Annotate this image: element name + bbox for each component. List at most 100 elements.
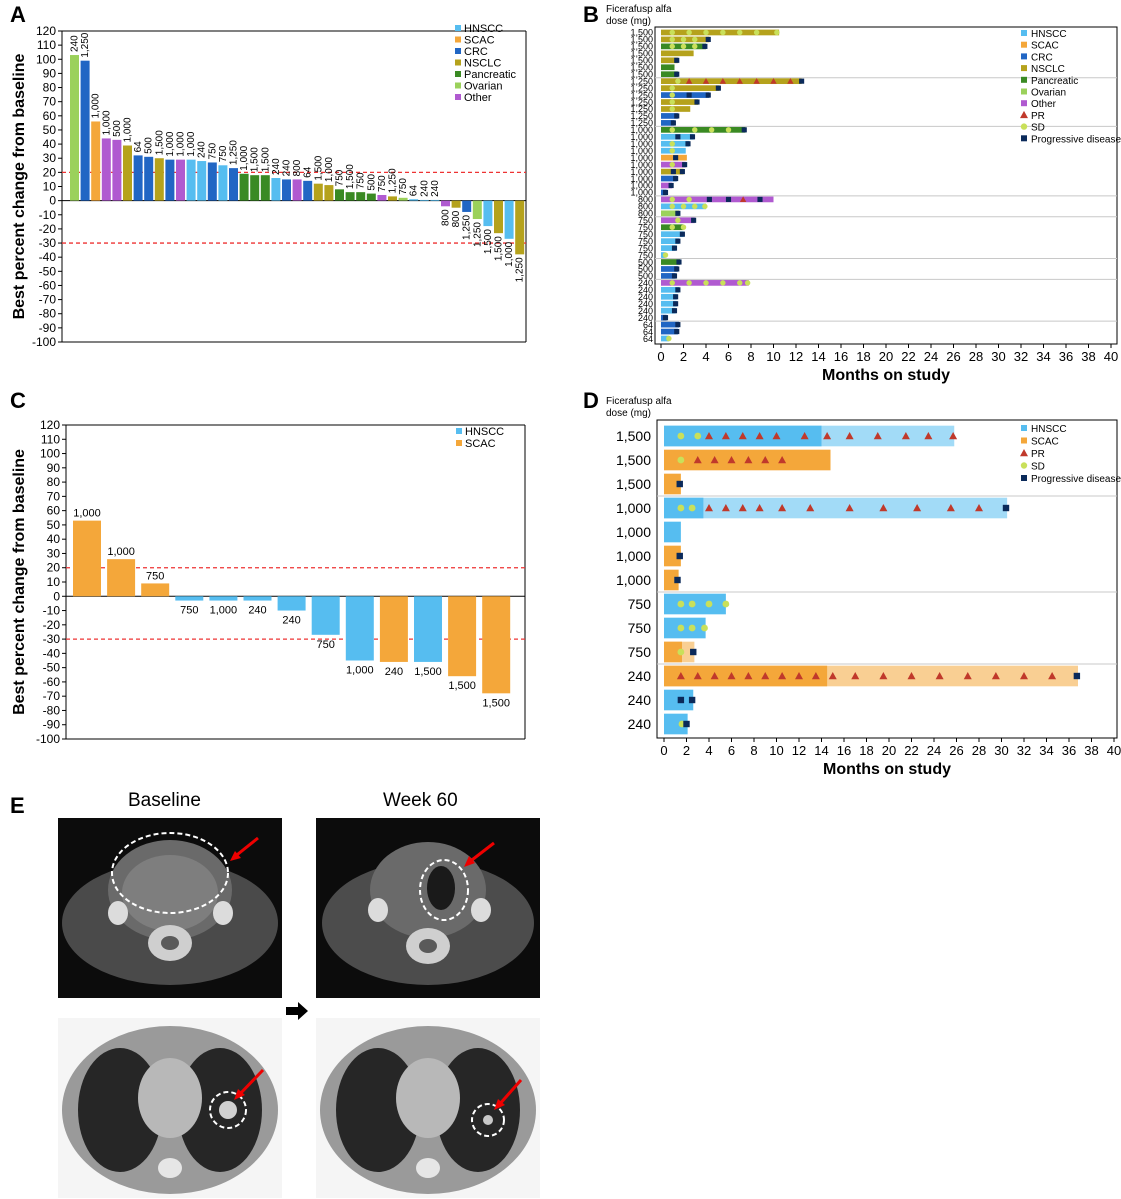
b-row-dose-label: 500 <box>638 271 653 281</box>
c-y-tick-label: 100 <box>40 447 60 461</box>
b-sd-marker <box>680 224 687 230</box>
d-x-tick-label: 24 <box>927 743 941 758</box>
b-x-tick-label: 34 <box>1036 349 1050 364</box>
d-pr-marker <box>727 672 736 680</box>
a-legend-label-nsclc: NSCLC <box>464 58 501 70</box>
b-sd-marker <box>708 127 715 133</box>
b-x-tick-label: 36 <box>1059 349 1073 364</box>
d-pr-marker <box>879 672 888 680</box>
c-bar-dose-label: 1,000 <box>346 665 374 677</box>
a-bar-dose-label: 240 <box>282 159 293 176</box>
d-x-tick-label: 12 <box>792 743 806 758</box>
c-bar-hnscc <box>345 596 374 661</box>
d-x-tick-label: 20 <box>882 743 896 758</box>
b-x-tick-label: 22 <box>901 349 915 364</box>
a-legend-label-scac: SCAC <box>464 35 495 47</box>
d-swim-bar-hnscc <box>664 521 681 543</box>
d-sd-marker <box>688 600 696 608</box>
b-pd-marker <box>673 175 679 182</box>
d-pr-marker <box>873 432 882 440</box>
b-x-tick-label: 10 <box>766 349 780 364</box>
d-sd-marker <box>701 624 708 632</box>
a-bar-other <box>441 200 450 207</box>
b-x-tick-label: 2 <box>680 349 687 364</box>
c-bar-dose-label: 1,500 <box>448 680 476 692</box>
a-bar-other <box>101 138 111 201</box>
b-sd-marker <box>669 106 675 112</box>
b-swim-bar-hnscc <box>661 293 677 300</box>
b-x-tick-label: 28 <box>969 349 983 364</box>
b-swim-bar-nsclc <box>661 78 802 85</box>
d-pr-marker <box>778 456 787 464</box>
b-row-dose-label: 1,500 <box>630 28 653 38</box>
b-sd-marker <box>675 78 681 84</box>
b-legend-pd-swatch <box>1021 135 1027 142</box>
d-row-dose-label: 1,000 <box>616 572 651 588</box>
d-pr-marker <box>755 504 764 512</box>
a-y-tick-label: 30 <box>43 151 57 165</box>
c-bar-scac <box>379 596 408 662</box>
b-pd-marker <box>671 273 678 279</box>
b-pd-marker <box>674 57 680 63</box>
a-y-tick-label: -70 <box>39 293 57 307</box>
b-x-tick-label: 12 <box>789 349 803 364</box>
b-swim-bar-hnscc <box>661 335 669 342</box>
b-pd-marker <box>705 36 711 42</box>
b-pd-marker <box>706 196 712 202</box>
d-row-dose-label: 1,500 <box>616 476 651 492</box>
b-sd-marker <box>692 43 698 50</box>
c-y-tick-label: 10 <box>47 575 61 589</box>
b-row-dose-label: 64 <box>643 334 653 344</box>
d-row-dose-label: 1,000 <box>616 500 651 516</box>
b-sd-marker <box>692 127 698 133</box>
c-y-tick-label: 20 <box>47 561 61 575</box>
b-x-tick-label: 24 <box>924 349 938 364</box>
d-pr-marker <box>924 432 933 440</box>
c-y-tick-label: 120 <box>40 418 60 432</box>
d-x-tick-label: 38 <box>1084 743 1098 758</box>
c-bar-hnscc <box>209 596 238 601</box>
d-x-tick-label: 22 <box>904 743 918 758</box>
b-swim-bar-crc <box>661 328 678 335</box>
b-swim-bar-pancreatic <box>661 64 675 71</box>
d-sd-marker <box>688 504 696 512</box>
c-y-tick-label: 80 <box>47 475 61 489</box>
panel-label-b: B <box>583 2 599 27</box>
c-y-tick-label: -60 <box>43 675 61 689</box>
d-pr-marker <box>851 672 860 680</box>
a-y-tick-label: 70 <box>43 95 57 109</box>
a-y-tick-label: -90 <box>39 321 57 335</box>
b-row-dose-label: 1,000 <box>630 188 653 198</box>
d-x-tick-label: 34 <box>1039 743 1053 758</box>
a-bar-pancreatic <box>345 192 355 201</box>
d-legend-scac-label: SCAC <box>1031 437 1059 448</box>
d-row-dose-label: 1,500 <box>616 428 651 444</box>
b-row-dose-label: 1,000 <box>630 132 653 142</box>
b-row-dose-label: 240 <box>638 285 653 295</box>
b-pd-marker <box>685 141 691 147</box>
panel-label-e: E <box>10 793 25 818</box>
d-pr-marker <box>778 504 787 512</box>
a-legend-label-hnscc: HNSCC <box>464 23 503 35</box>
c-y-tick-label: 60 <box>47 504 61 518</box>
c-y-tick-label: 50 <box>47 518 61 532</box>
a-bar-dose-label: 500 <box>112 120 123 137</box>
c-y-tick-label: -50 <box>43 661 61 675</box>
b-row-dose-label: 800 <box>638 195 653 205</box>
c-bar-dose-label: 1,500 <box>414 666 442 678</box>
c-y-tick-label: -100 <box>36 732 60 746</box>
d-pr-marker <box>845 432 854 440</box>
a-bar-dose-label: 240 <box>430 180 441 197</box>
b-swim-bar-hnscc <box>661 286 679 293</box>
b-swim-bar-nsclc <box>661 57 678 64</box>
a-bar-dose-label: 64 <box>303 166 314 178</box>
d-pr-marker <box>845 504 854 512</box>
d-pr-marker <box>744 456 753 464</box>
a-y-tick-label: -30 <box>39 236 57 250</box>
a-legend-label-pancreatic: Pancreatic <box>464 69 516 81</box>
b-row-dose-label: 750 <box>638 222 653 232</box>
d-sd-marker <box>722 600 730 608</box>
a-y-tick-label: 50 <box>43 123 57 137</box>
c-bar-dose-label: 750 <box>146 570 164 582</box>
b-swim-bar-pancreatic <box>661 259 681 265</box>
